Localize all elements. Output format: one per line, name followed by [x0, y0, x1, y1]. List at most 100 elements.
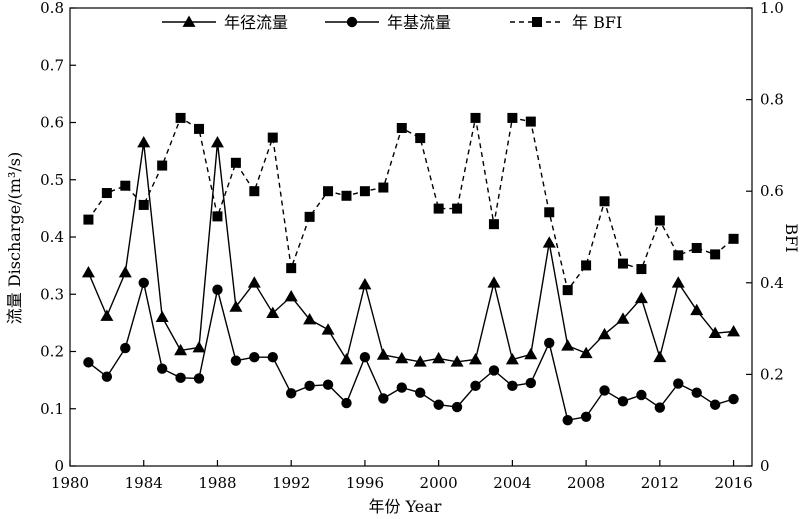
data-point — [452, 203, 463, 214]
y-right-tick-label: 0.8 — [760, 91, 784, 109]
data-point — [323, 186, 334, 197]
data-point — [617, 396, 629, 407]
series-line — [87, 142, 734, 363]
x-tick-label: 1988 — [198, 474, 236, 492]
ticks: 1980 1984 1988 1992 1996 2000 2004 2008 2012 2016… — [40, 0, 784, 492]
data-point — [138, 277, 149, 288]
legend: 年径流量 年基流量 年 BFI — [162, 13, 622, 32]
data-point — [599, 385, 610, 396]
data-point — [709, 399, 721, 410]
data-point — [562, 415, 573, 426]
data-point — [433, 399, 444, 410]
data-point — [83, 214, 94, 225]
legend-item: 年基流量 — [325, 13, 451, 32]
y-right-tick-label: 0.4 — [760, 274, 784, 292]
data-point — [303, 312, 317, 325]
data-point — [249, 186, 260, 197]
data-point — [507, 380, 518, 392]
data-point — [378, 393, 389, 404]
data-point — [249, 352, 260, 363]
data-point — [451, 401, 463, 413]
data-point — [83, 357, 94, 368]
data-point — [654, 402, 666, 413]
data-point — [101, 188, 112, 199]
data-point — [488, 219, 499, 230]
data-point — [524, 347, 538, 360]
x-tick-label: 2000 — [420, 474, 458, 492]
y-left-tick-label: 0 — [54, 457, 64, 475]
y-left-tick-label: 0.8 — [40, 0, 64, 17]
data-point — [378, 182, 389, 193]
data-point — [376, 348, 390, 360]
data-point — [432, 351, 446, 364]
data-point — [155, 310, 169, 323]
data-point — [580, 411, 592, 422]
data-point — [192, 340, 206, 353]
y-left-tick-label: 0.2 — [40, 343, 64, 361]
data-point — [599, 196, 610, 207]
data-point — [525, 116, 536, 127]
data-point — [617, 258, 628, 269]
data-point — [525, 377, 537, 389]
data-point — [230, 157, 241, 168]
data-point — [413, 355, 427, 367]
data-point — [581, 260, 592, 271]
data-point — [544, 337, 555, 349]
data-point — [266, 306, 280, 319]
data-point — [230, 355, 242, 366]
y-axis-title-right: BFI — [782, 223, 800, 252]
data-point — [321, 323, 335, 335]
data-point — [120, 342, 131, 354]
data-point — [728, 393, 739, 405]
axes — [69, 7, 753, 467]
legend-marker — [532, 17, 542, 27]
y-left-tick-label: 0.4 — [40, 228, 64, 246]
data-point — [579, 346, 593, 359]
data-point — [212, 284, 223, 295]
data-point — [212, 211, 223, 222]
data-point — [544, 207, 555, 218]
data-point — [341, 397, 352, 409]
x-axis-title: 年份 Year — [369, 497, 442, 516]
data-point — [507, 112, 518, 123]
x-tick-label: 2004 — [493, 474, 531, 492]
data-point — [488, 365, 500, 376]
x-tick-label: 1984 — [125, 474, 163, 492]
y-left-tick-label: 0.7 — [40, 56, 64, 74]
y-right-tick-label: 0.6 — [760, 182, 784, 200]
data-point — [341, 190, 352, 201]
data-point — [470, 112, 481, 123]
x-tick-label: 1992 — [272, 474, 310, 492]
y-left-tick-label: 0.3 — [40, 285, 64, 303]
data-point — [395, 351, 409, 364]
plot-frame — [69, 7, 753, 467]
data-point — [138, 199, 149, 210]
data-point — [284, 290, 298, 302]
data-point — [634, 291, 648, 304]
data-point — [247, 276, 261, 288]
data-point — [358, 278, 372, 290]
data-point — [561, 339, 575, 351]
data-point — [708, 326, 722, 339]
legend-marker — [346, 16, 358, 28]
data-point — [81, 265, 95, 278]
y-axis-title-left: 流量 Discharge/(m³/s) — [5, 152, 24, 324]
x-tick-label: 1980 — [51, 474, 89, 492]
legend-label: 年基流量 — [387, 13, 451, 32]
data-point — [175, 112, 186, 123]
series-2 — [83, 277, 739, 426]
y-right-tick-label: 0.2 — [760, 365, 784, 383]
legend-label: 年 BFI — [572, 13, 622, 32]
x-tick-label: 1996 — [346, 474, 384, 492]
data-point — [339, 353, 353, 365]
data-point — [100, 309, 114, 321]
data-point — [673, 378, 684, 389]
series-3 — [83, 112, 739, 296]
data-point — [137, 136, 151, 148]
data-point — [285, 388, 297, 399]
data-point — [304, 380, 315, 392]
data-point — [396, 382, 407, 393]
legend-item: 年径流量 — [162, 13, 288, 32]
data-point — [450, 355, 464, 367]
